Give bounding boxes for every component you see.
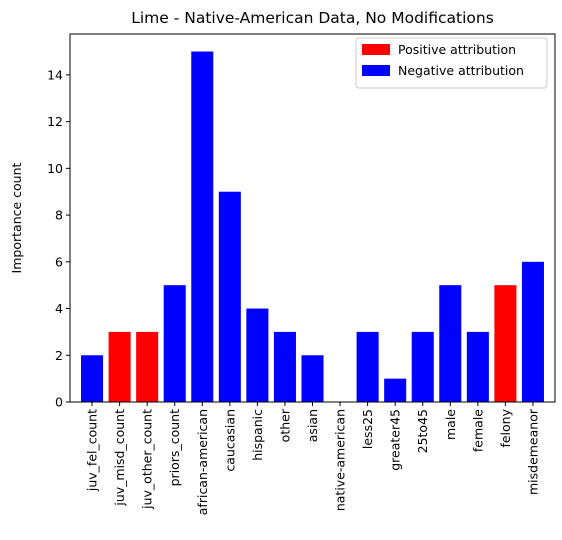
y-tick-label: 14 bbox=[47, 67, 63, 82]
y-tick-label: 12 bbox=[47, 114, 63, 129]
bars-group bbox=[81, 51, 544, 403]
y-tick-label: 2 bbox=[55, 348, 63, 363]
legend-box bbox=[355, 37, 548, 89]
x-tick-label: other bbox=[277, 408, 292, 442]
y-tick-label: 10 bbox=[47, 161, 63, 176]
bar-25to45 bbox=[411, 331, 434, 402]
y-tick-label: 0 bbox=[55, 395, 63, 410]
x-tick-label: caucasian bbox=[222, 409, 237, 472]
bar-african-american bbox=[191, 51, 214, 403]
bar-male bbox=[439, 285, 462, 402]
x-tick-label: hispanic bbox=[250, 409, 265, 461]
x-tick-label: female bbox=[470, 409, 485, 452]
bar-female bbox=[466, 331, 489, 402]
y-tick-label: 8 bbox=[55, 208, 63, 223]
x-tick-label: less25 bbox=[360, 409, 375, 449]
bar-other bbox=[273, 331, 296, 402]
x-tick-label: juv_other_count bbox=[140, 409, 155, 510]
bar-misdemeanor bbox=[521, 261, 544, 402]
x-tick-label: juv_fel_count bbox=[85, 409, 100, 492]
bar-hispanic bbox=[246, 308, 269, 402]
x-tick-label: male bbox=[443, 409, 458, 440]
y-tick-label: 6 bbox=[55, 254, 63, 269]
legend-swatch-positive bbox=[362, 44, 390, 55]
chart-title: Lime - Native-American Data, No Modifica… bbox=[131, 9, 494, 27]
x-tick-label: priors_count bbox=[167, 409, 182, 486]
bar-asian bbox=[301, 355, 324, 402]
y-tick-label: 4 bbox=[55, 301, 63, 316]
bar-greater45 bbox=[384, 378, 407, 402]
x-tick-label: felony bbox=[498, 408, 513, 447]
bar-caucasian bbox=[218, 191, 241, 402]
bar-felony bbox=[494, 285, 517, 402]
x-tick-label: misdemeanor bbox=[525, 408, 540, 495]
x-tick-label: african-american bbox=[195, 409, 210, 515]
bar-juv_fel_count bbox=[81, 355, 104, 402]
x-tick-label: asian bbox=[305, 409, 320, 442]
legend-label-positive: Positive attribution bbox=[398, 42, 516, 57]
legend-swatch-negative bbox=[362, 65, 390, 76]
bar-priors_count bbox=[163, 285, 186, 402]
legend-label-negative: Negative attribution bbox=[398, 63, 524, 78]
x-tick-label: greater45 bbox=[388, 409, 403, 471]
bar-less25 bbox=[356, 331, 379, 402]
y-axis: 0 2 4 6 8 10 12 14 bbox=[47, 67, 70, 410]
y-axis-label: Importance count bbox=[9, 162, 24, 273]
bar-juv_other_count bbox=[136, 331, 159, 402]
legend: Positive attribution Negative attribution bbox=[355, 37, 548, 89]
bar-juv_misd_count bbox=[108, 331, 131, 402]
x-tick-label: native-american bbox=[333, 409, 348, 511]
x-tick-label: juv_misd_count bbox=[112, 409, 127, 507]
x-tick-label: 25to45 bbox=[415, 409, 430, 453]
x-axis: juv_fel_count juv_misd_count juv_other_cou… bbox=[85, 402, 540, 515]
